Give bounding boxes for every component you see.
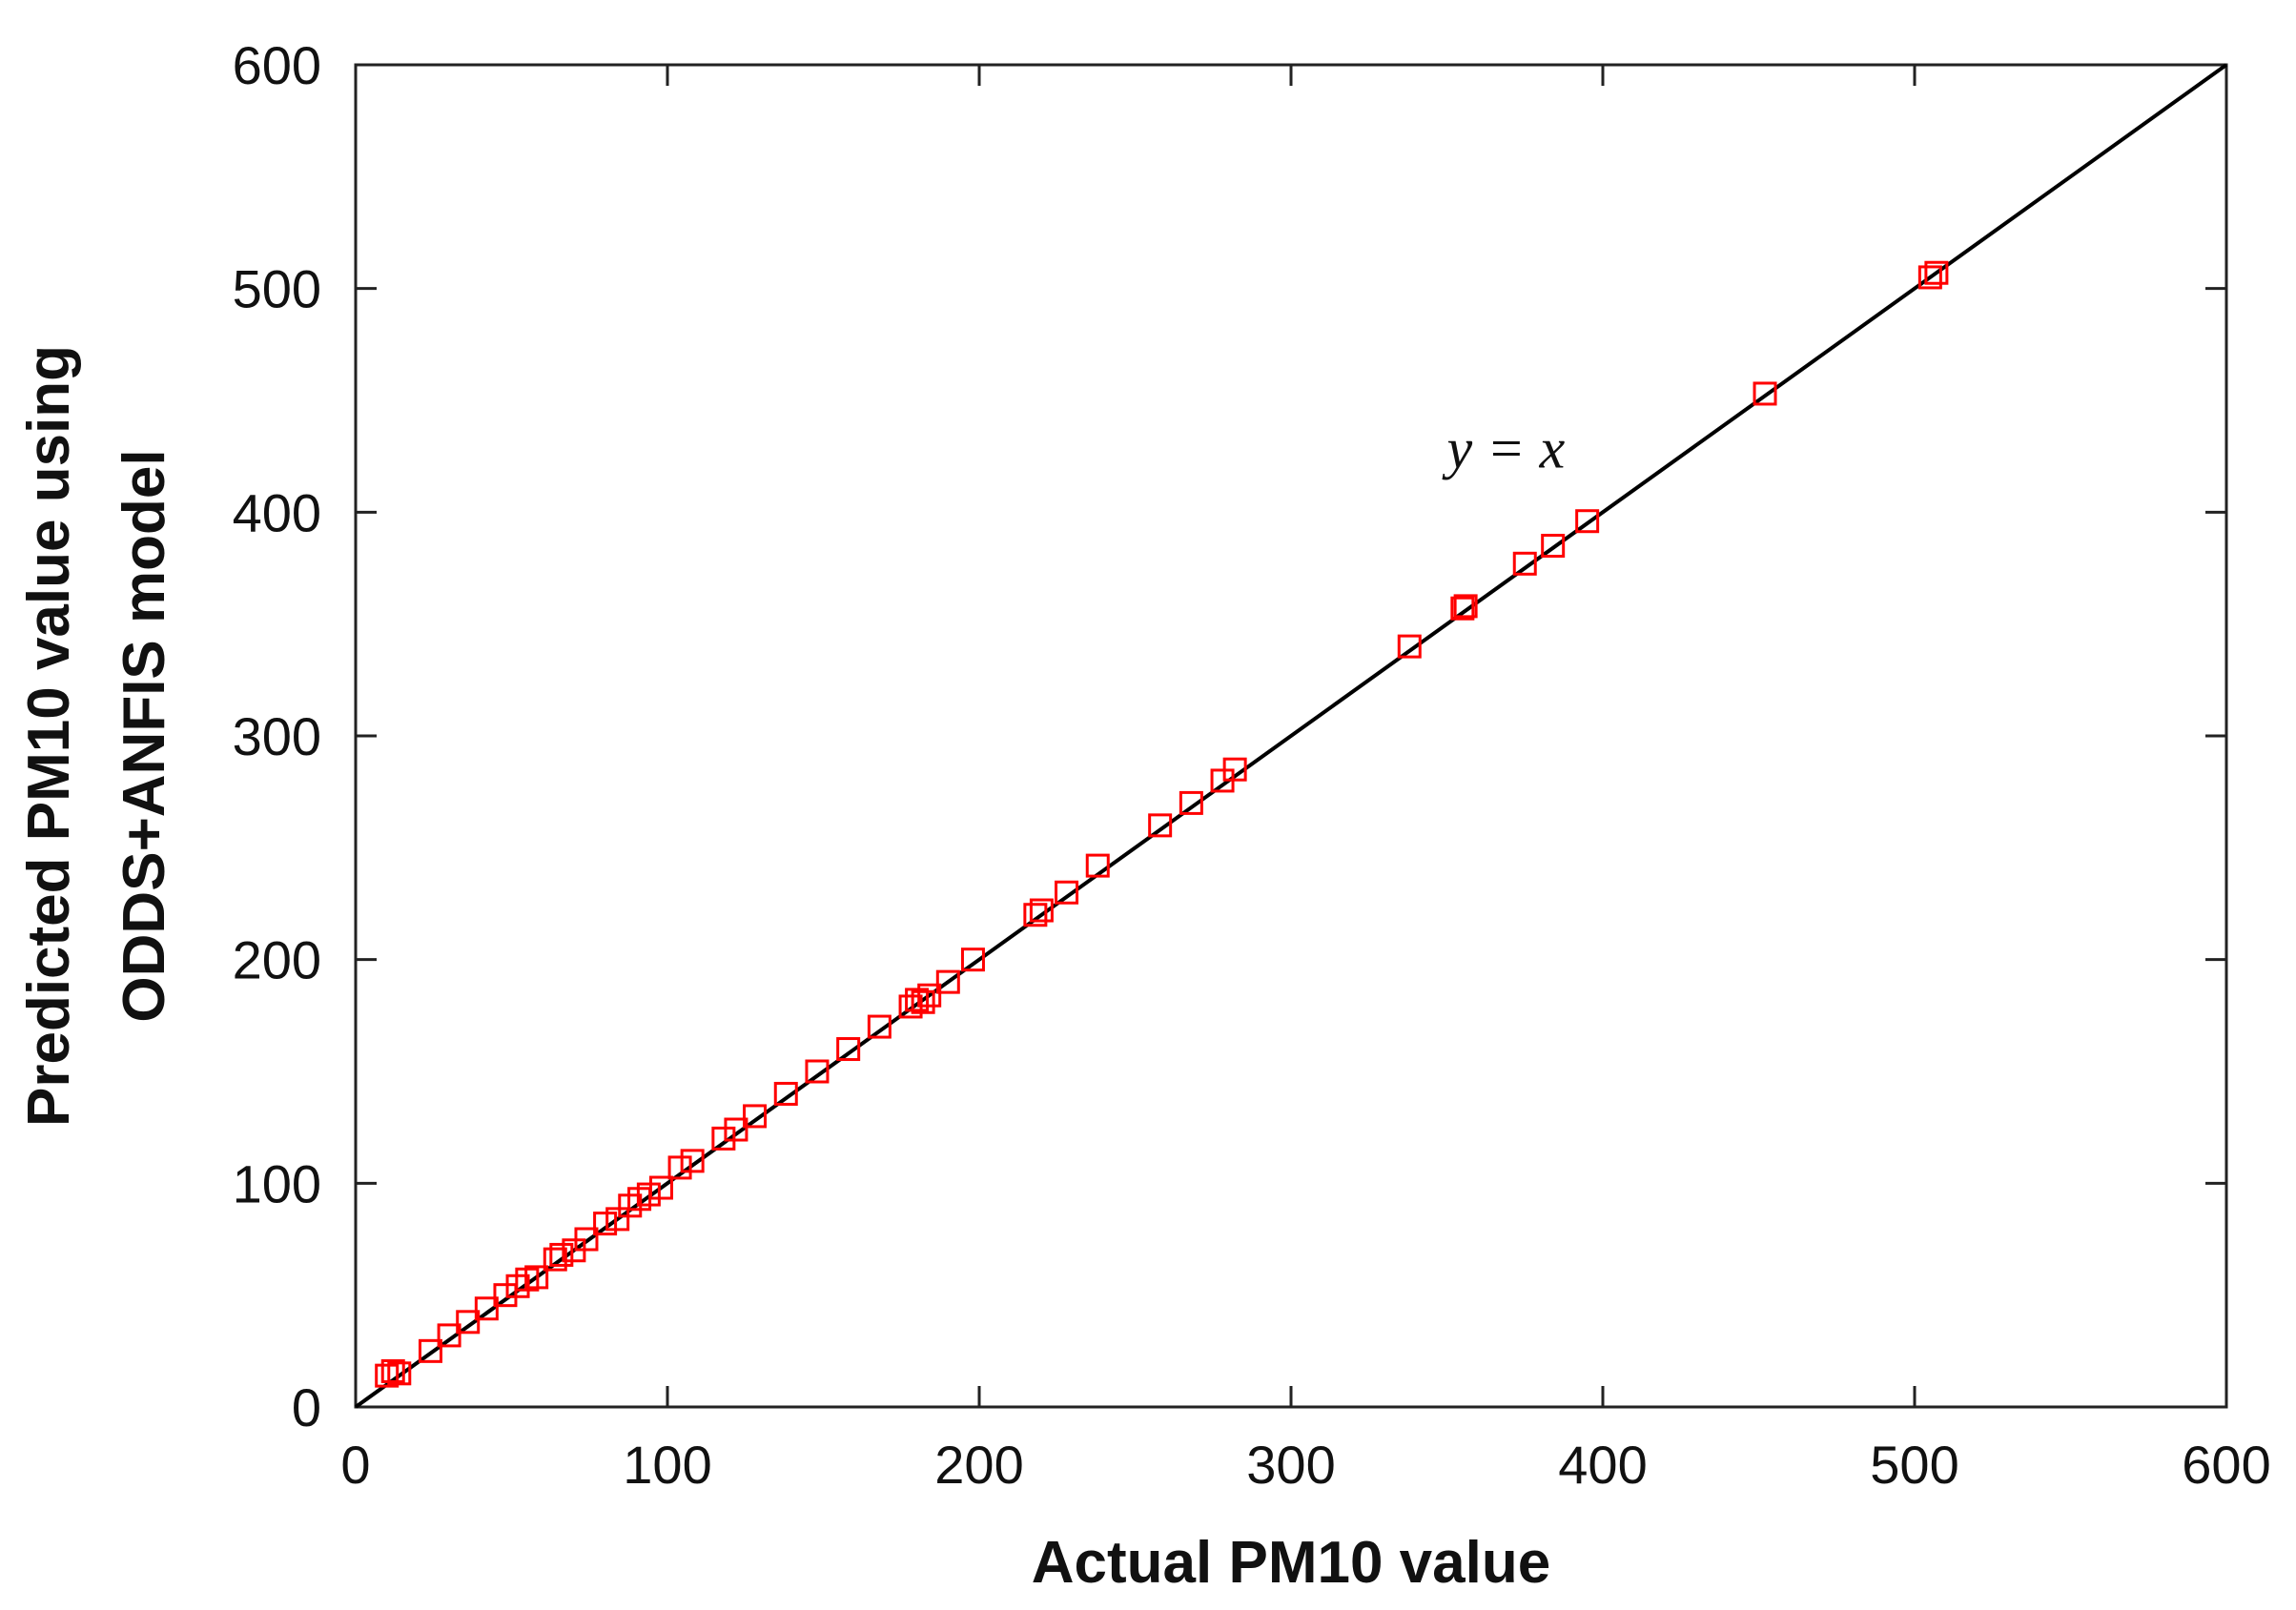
data-point: [911, 989, 935, 1014]
data-point: [1148, 813, 1173, 838]
data-point: [636, 1182, 661, 1207]
y-tick-label: 0: [292, 1377, 321, 1437]
y-tick-label: 600: [233, 35, 321, 95]
data-point: [1924, 260, 1949, 285]
data-point: [667, 1155, 692, 1180]
x-tick-label: 600: [2182, 1435, 2270, 1495]
data-point: [1029, 898, 1054, 923]
y-tick-label: 400: [233, 482, 321, 542]
data-point: [1397, 634, 1422, 659]
data-point: [1512, 551, 1537, 576]
data-point: [387, 1361, 412, 1386]
axis-ticks: [354, 63, 2228, 1409]
data-point: [724, 1117, 748, 1142]
y-tick-label: 200: [233, 930, 321, 990]
data-point: [743, 1104, 768, 1129]
data-point: [375, 1363, 400, 1388]
y-tick-label: 500: [233, 259, 321, 319]
data-point: [524, 1265, 549, 1290]
data-point: [805, 1059, 830, 1084]
y-axis-label-line-2: ODDS+ANFIS model: [112, 449, 177, 1022]
data-point: [574, 1227, 599, 1252]
x-axis-label: Actual PM10 value: [1032, 1530, 1550, 1596]
data-point: [711, 1126, 736, 1151]
data-point: [493, 1283, 518, 1308]
x-tick-label: 500: [1870, 1435, 1958, 1495]
data-point: [836, 1037, 861, 1062]
data-point: [456, 1310, 481, 1335]
y-axis-label-line-1: Predicted PM10 value using: [16, 345, 82, 1127]
data-point: [549, 1242, 574, 1267]
data-point: [1453, 594, 1478, 619]
data-point: [1222, 757, 1247, 782]
data-point: [867, 1014, 892, 1039]
data-point: [1753, 381, 1777, 406]
data-point: [380, 1358, 405, 1383]
reference-line-label: y = x: [1442, 417, 1566, 479]
y-tick-label: 300: [233, 706, 321, 766]
x-tick-label: 0: [340, 1435, 370, 1495]
data-point: [1575, 509, 1600, 534]
data-point: [1055, 880, 1079, 905]
data-point: [593, 1212, 618, 1236]
data-point: [418, 1338, 442, 1363]
data-point: [1023, 903, 1048, 927]
data-point: [680, 1149, 705, 1173]
x-tick-label: 300: [1246, 1435, 1335, 1495]
data-point: [1917, 265, 1942, 290]
data-point: [905, 988, 930, 1012]
reference-line-y-equals-x: [354, 63, 2228, 1409]
data-point: [543, 1247, 567, 1272]
data-point: [1450, 596, 1475, 621]
data-point: [648, 1175, 673, 1200]
data-point: [605, 1207, 630, 1232]
data-points: [375, 260, 1949, 1388]
data-point: [474, 1296, 499, 1321]
data-point: [917, 983, 942, 1008]
data-point: [960, 948, 985, 972]
data-point: [437, 1323, 461, 1348]
y-tick-label: 100: [233, 1153, 321, 1213]
tick-labels: 0 100 200 300 400 500 600 0 100 200 300 400 500 600: [233, 35, 2271, 1495]
data-point: [935, 969, 960, 994]
x-tick-label: 400: [1558, 1435, 1647, 1495]
x-tick-label: 200: [934, 1435, 1023, 1495]
x-tick-label: 100: [623, 1435, 711, 1495]
data-point: [773, 1081, 798, 1106]
data-point: [1179, 790, 1203, 815]
data-point: [1541, 534, 1566, 559]
data-point: [1085, 853, 1110, 878]
